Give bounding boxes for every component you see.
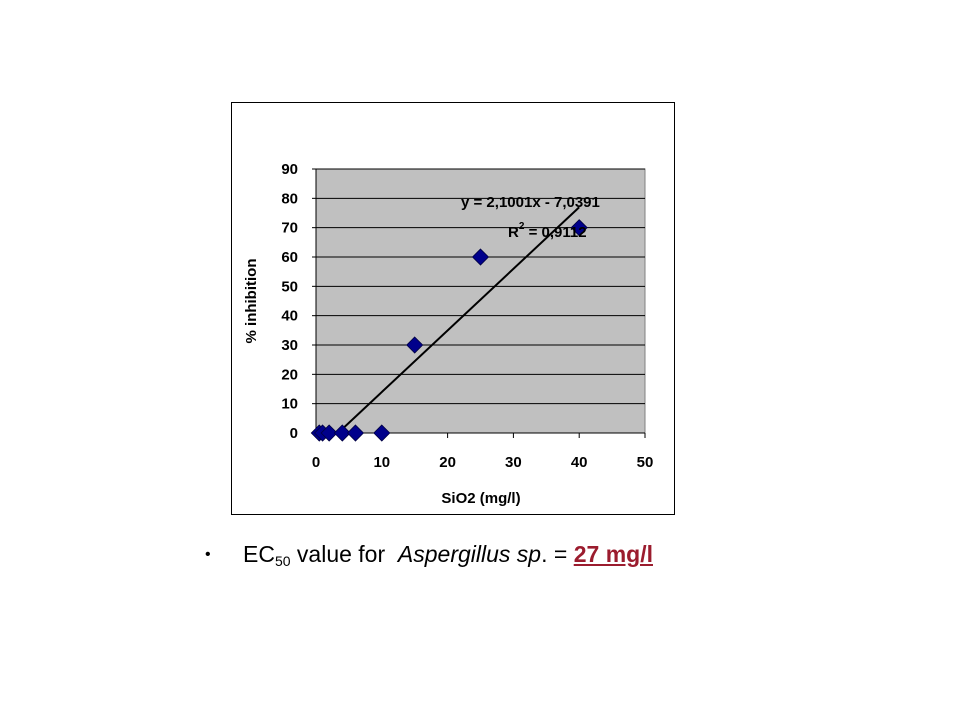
y-tick-label-60: 60 <box>281 249 298 266</box>
r-squared-label: R2 = 0,9112 <box>508 221 587 241</box>
x-tick-labels: 0 10 20 30 40 50 <box>312 454 654 471</box>
ec50-caption: • EC50 value for Aspergillus sp. = 27 mg/… <box>205 536 653 579</box>
x-tick-label-50: 50 <box>637 454 654 471</box>
caption-organism: Aspergillus sp <box>397 541 542 567</box>
y-tick-label-30: 30 <box>281 337 298 354</box>
y-tick-label-50: 50 <box>281 278 298 295</box>
x-tick-label-10: 10 <box>373 454 390 471</box>
r-squared-value: = 0,9112 <box>524 224 586 241</box>
r-squared-superscript: 2 <box>519 221 525 232</box>
scatter-chart: 0 10 20 30 40 50 60 70 80 90 0 10 20 30 40 50 % inhibi… <box>243 161 654 507</box>
data-point-3 <box>320 424 338 442</box>
data-point-8 <box>471 248 490 266</box>
y-tick-label-70: 70 <box>281 220 298 237</box>
data-markers <box>310 219 588 442</box>
caption-ec-subscript: 50 <box>274 553 291 569</box>
y-tick-label-40: 40 <box>281 308 298 325</box>
data-point-5 <box>346 424 365 442</box>
y-tick-label-80: 80 <box>281 190 298 207</box>
caption-after-organism: . = <box>541 541 574 567</box>
x-tick-label-0: 0 <box>312 454 320 471</box>
caption-ec-prefix: EC <box>243 541 275 567</box>
data-point-9 <box>570 219 588 237</box>
data-point-4 <box>333 424 351 442</box>
y-tick-label-20: 20 <box>281 366 298 383</box>
data-point-6 <box>373 424 391 442</box>
x-tick-label-40: 40 <box>571 454 588 471</box>
trendline <box>341 206 580 430</box>
bullet-point: • <box>205 546 211 563</box>
trendline-equation: y = 2,1001x - 7,0391 <box>461 194 600 211</box>
caption-middle: value for <box>290 541 398 567</box>
r-squared-prefix: R <box>508 224 519 241</box>
x-axis-title: SiO2 (mg/l) <box>441 490 520 507</box>
chart-frame: 0 10 20 30 40 50 60 70 80 90 0 10 20 30 40 50 % inhibi… <box>231 102 675 515</box>
x-tick-label-30: 30 <box>505 454 522 471</box>
y-tick-label-90: 90 <box>281 161 298 178</box>
data-point-7 <box>406 336 424 354</box>
y-tick-labels: 0 10 20 30 40 50 60 70 80 90 <box>281 161 298 442</box>
y-tick-label-0: 0 <box>290 425 298 442</box>
y-axis-title: % inhibition <box>243 259 260 344</box>
x-tick-label-20: 20 <box>439 454 456 471</box>
ec50-result-value: 27 mg/l <box>573 541 653 567</box>
y-tick-label-10: 10 <box>281 396 298 413</box>
trendline-group <box>341 206 580 430</box>
